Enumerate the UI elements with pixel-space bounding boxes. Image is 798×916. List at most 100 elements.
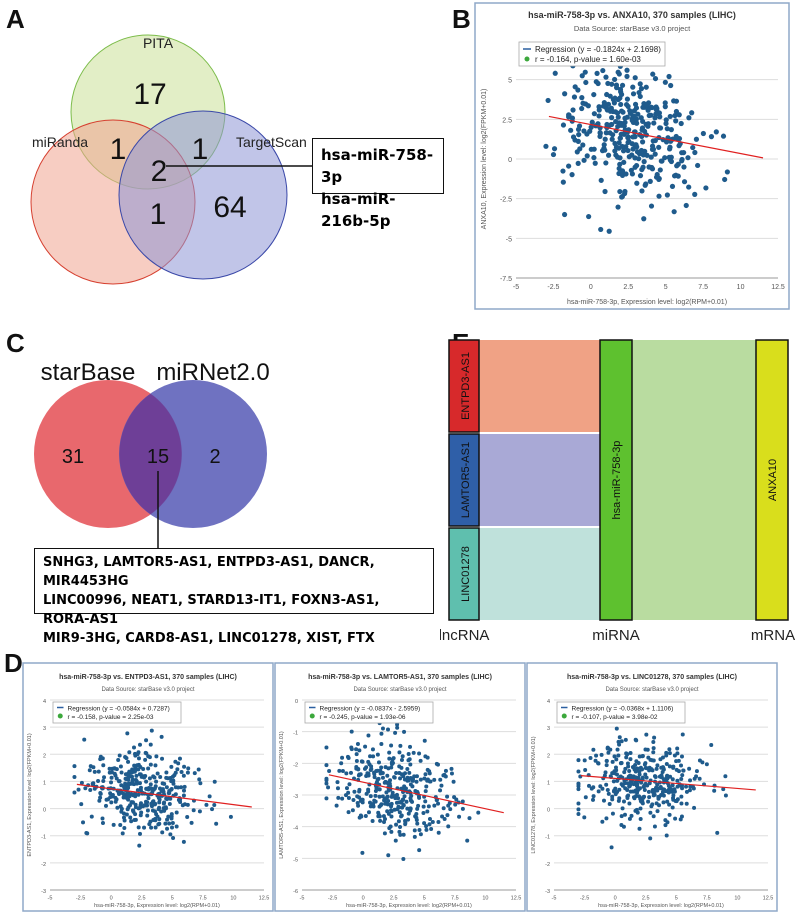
y-tick-label: 4 [547, 699, 550, 705]
data-point [655, 788, 660, 793]
panel-label-d: D [4, 648, 23, 678]
data-point [436, 819, 441, 824]
data-point [373, 789, 378, 794]
data-point [113, 773, 118, 778]
data-point [637, 826, 642, 831]
data-point [414, 812, 419, 817]
data-point [674, 163, 680, 169]
data-point [82, 737, 87, 742]
x-tick-label: 7.5 [199, 896, 207, 902]
data-point [576, 769, 581, 774]
data-point [397, 750, 402, 755]
data-point [109, 775, 114, 780]
data-point [146, 754, 151, 759]
data-point [623, 737, 628, 742]
data-point [364, 765, 369, 770]
data-point [379, 731, 384, 736]
data-point [397, 810, 402, 815]
data-point [619, 761, 624, 766]
data-point [648, 810, 653, 815]
data-point [212, 802, 217, 807]
data-point [644, 775, 649, 780]
data-point [664, 762, 669, 767]
data-point [425, 755, 430, 760]
data-point [158, 775, 163, 780]
data-point [122, 784, 127, 789]
data-point [610, 811, 615, 816]
data-point [611, 76, 618, 83]
data-point [169, 787, 174, 792]
sankey-e: ENTPD3-AS1 LAMTOR5-AS1 LINC01278 hsa-miR… [440, 339, 795, 644]
data-point [443, 774, 448, 779]
x-tick-label: 12.5 [763, 896, 774, 902]
data-point [415, 821, 420, 826]
sankey-axis-mrna: mRNA [751, 627, 795, 644]
data-point [410, 778, 415, 783]
data-point [368, 794, 373, 799]
data-point [673, 108, 680, 115]
data-point [153, 825, 158, 830]
venn-a-count-targetscan: 64 [213, 191, 246, 224]
data-point [380, 775, 385, 780]
x-tick-label: 2.5 [138, 896, 146, 902]
data-point [622, 812, 627, 817]
data-point [373, 793, 378, 798]
data-point [136, 825, 141, 830]
data-point [649, 104, 655, 111]
x-axis-label: hsa-miR-758-3p, Expression level: log2(R… [567, 299, 727, 306]
y-axis-label: LAMTOR5-AS1, Expression level: log2(FPKM… [279, 731, 285, 859]
data-point [685, 155, 691, 161]
data-point [149, 786, 154, 791]
data-point [147, 822, 152, 827]
data-point [423, 789, 428, 794]
data-point [663, 117, 669, 123]
y-tick-label: -3 [41, 889, 46, 895]
data-point [81, 820, 86, 825]
data-point [159, 809, 164, 814]
data-point [658, 158, 664, 164]
data-point [655, 782, 660, 787]
data-point [401, 857, 406, 862]
sankey-flow-linc01278 [479, 528, 600, 620]
data-point [655, 763, 660, 768]
data-point [643, 84, 649, 90]
data-point [635, 790, 640, 795]
data-point [417, 751, 422, 756]
data-point [389, 814, 394, 819]
data-point [723, 793, 728, 798]
data-point [581, 157, 587, 163]
x-axis-label: hsa-miR-758-3p, Expression level: log2(R… [94, 903, 220, 909]
data-point [671, 793, 676, 798]
data-point [136, 756, 141, 761]
x-tick-label: 2.5 [642, 896, 650, 902]
data-point [349, 747, 354, 752]
data-point [336, 795, 341, 800]
data-point [619, 814, 624, 819]
data-point [686, 184, 692, 190]
data-point [382, 816, 387, 821]
data-point [606, 791, 611, 796]
legend-correlation-label: r = -0.164, p-value = 1.60e-03 [535, 55, 641, 64]
data-point [624, 751, 629, 756]
data-point [162, 808, 167, 813]
data-point [453, 802, 458, 807]
data-point [610, 797, 615, 802]
data-point [617, 787, 622, 792]
data-point [148, 782, 153, 787]
data-point [602, 136, 608, 142]
data-point [651, 750, 656, 755]
data-point [638, 816, 643, 821]
legend-dot-swatch [309, 713, 315, 719]
data-point [591, 794, 596, 799]
data-point [149, 728, 154, 733]
data-point [596, 789, 601, 794]
data-point [460, 806, 465, 811]
data-point [451, 779, 456, 784]
data-point [406, 778, 411, 783]
data-point [133, 802, 138, 807]
data-point [324, 763, 329, 768]
data-point [418, 777, 423, 782]
data-point [569, 172, 575, 178]
sankey-label-lamtor5: LAMTOR5-AS1 [460, 442, 472, 518]
data-point [576, 758, 581, 763]
